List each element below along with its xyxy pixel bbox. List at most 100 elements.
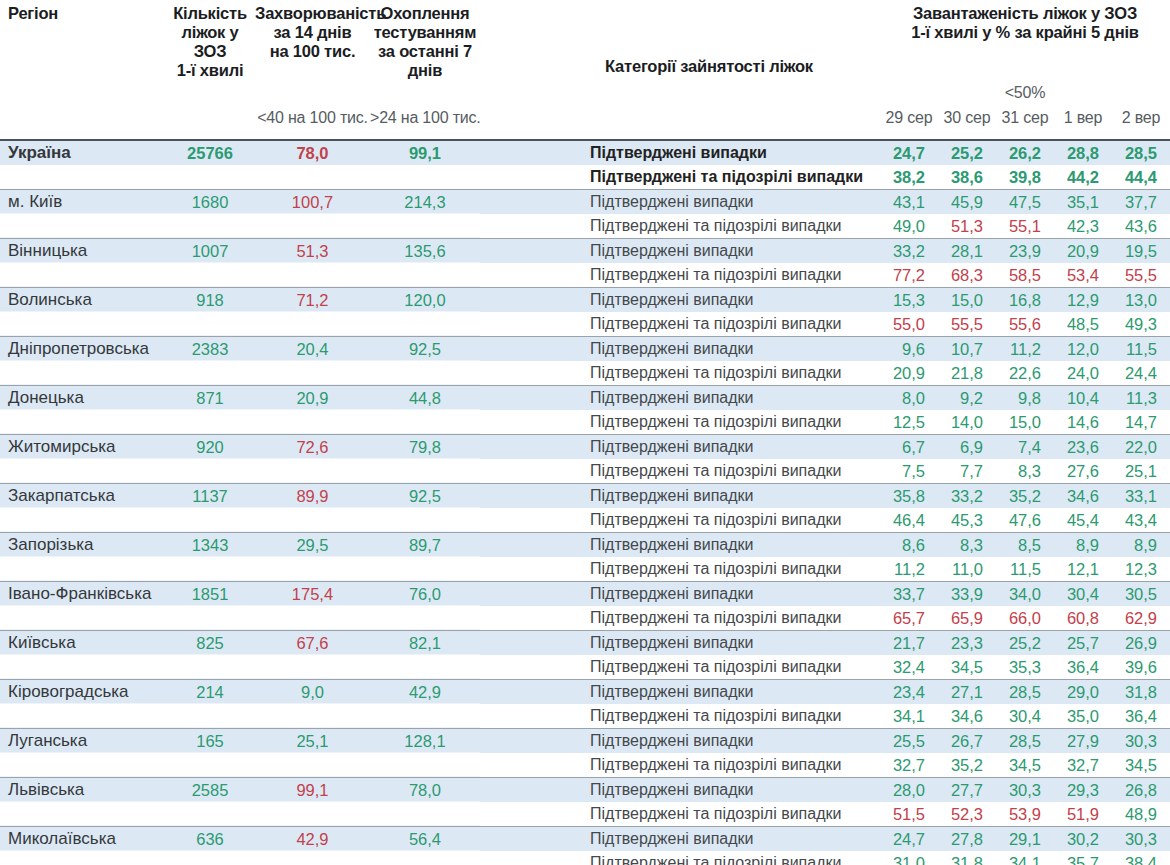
incidence-cell: 20,4 (255, 336, 370, 385)
day-value-cell: 35,2 (938, 753, 996, 778)
day-value-cell: 11,2 (996, 336, 1054, 361)
header-beds: Кількість ліжок у ЗОЗ 1-ї хвилі (165, 0, 255, 81)
day-value-cell: 45,4 (1054, 508, 1112, 533)
testing-cell: 44,8 (370, 385, 480, 434)
day-value-cell: 53,4 (1054, 263, 1112, 288)
day-value-cell: 33,2 (880, 238, 938, 263)
day-value-cell: 6,9 (938, 434, 996, 459)
day-value-cell: 36,4 (1054, 655, 1112, 680)
day-value-cell: 22,0 (1112, 434, 1170, 459)
day-value-cell: 35,2 (996, 483, 1054, 508)
testing-cell: 82,1 (370, 630, 480, 679)
category-label-suspected: Підтверджені та підозрілі випадки (480, 263, 880, 288)
day-value-cell: 28,1 (938, 238, 996, 263)
category-label-suspected: Підтверджені та підозрілі випадки (480, 851, 880, 865)
day-value-cell: 12,0 (1054, 336, 1112, 361)
header-date: 30 сер (938, 107, 996, 140)
day-value-cell: 33,9 (938, 581, 996, 606)
day-value-cell: 24,7 (880, 140, 938, 165)
day-value-cell: 11,5 (996, 557, 1054, 582)
category-label-confirmed: Підтверджені випадки (480, 385, 880, 410)
day-value-cell: 25,7 (1054, 630, 1112, 655)
day-value-cell: 9,6 (880, 336, 938, 361)
day-value-cell: 39,8 (996, 165, 1054, 190)
day-value-cell: 27,9 (1054, 728, 1112, 753)
region-row-confirmed: Івано-Франківська1851175,476,0Підтвердже… (0, 581, 1170, 606)
region-row-confirmed: Кіровоградська2149,042,9Підтверджені вип… (0, 679, 1170, 704)
day-value-cell: 30,2 (1054, 826, 1112, 851)
day-value-cell: 60,8 (1054, 606, 1112, 631)
testing-cell: 135,6 (370, 238, 480, 287)
day-value-cell: 12,9 (1054, 287, 1112, 312)
day-value-cell: 12,1 (1054, 557, 1112, 582)
day-value-cell: 7,5 (880, 459, 938, 484)
category-label-suspected: Підтверджені та підозрілі випадки (480, 753, 880, 778)
day-value-cell: 38,2 (880, 165, 938, 190)
day-value-cell: 8,3 (938, 532, 996, 557)
header-main-row: Регіон Кількість ліжок у ЗОЗ 1-ї хвилі З… (0, 0, 1170, 81)
day-value-cell: 13,0 (1112, 287, 1170, 312)
beds-cell: 1343 (165, 532, 255, 581)
day-value-cell: 11,0 (938, 557, 996, 582)
day-value-cell: 23,4 (880, 679, 938, 704)
day-value-cell: 15,0 (938, 287, 996, 312)
category-label-confirmed: Підтверджені випадки (480, 336, 880, 361)
day-value-cell: 29,3 (1054, 777, 1112, 802)
region-row-confirmed: Запорізька134329,589,7Підтверджені випад… (0, 532, 1170, 557)
header-date: 2 вер (1112, 107, 1170, 140)
day-value-cell: 43,1 (880, 189, 938, 214)
day-value-cell: 20,9 (1054, 238, 1112, 263)
incidence-cell: 78,0 (255, 140, 370, 190)
day-value-cell: 6,7 (880, 434, 938, 459)
day-value-cell: 16,8 (996, 287, 1054, 312)
day-value-cell: 34,5 (996, 753, 1054, 778)
day-value-cell: 8,3 (996, 459, 1054, 484)
testing-cell: 92,5 (370, 483, 480, 532)
testing-cell: 56,4 (370, 826, 480, 865)
beds-cell: 2383 (165, 336, 255, 385)
spacer-cell (880, 81, 938, 107)
day-value-cell: 35,3 (996, 655, 1054, 680)
day-value-cell: 21,8 (938, 361, 996, 386)
day-value-cell: 15,0 (996, 410, 1054, 435)
region-name-cell: Україна (0, 140, 165, 190)
incidence-cell: 42,9 (255, 826, 370, 865)
beds-cell: 1007 (165, 238, 255, 287)
region-name-cell: Кіровоградська (0, 679, 165, 728)
day-value-cell: 39,6 (1112, 655, 1170, 680)
header-load-threshold: <50% (996, 81, 1054, 107)
header-region: Регіон (0, 0, 165, 81)
day-value-cell: 47,5 (996, 189, 1054, 214)
day-value-cell: 43,4 (1112, 508, 1170, 533)
day-value-cell: 43,6 (1112, 214, 1170, 239)
category-label-suspected: Підтверджені та підозрілі випадки (480, 557, 880, 582)
day-value-cell: 32,4 (880, 655, 938, 680)
region-row-confirmed: Львівська258599,178,0Підтверджені випадк… (0, 777, 1170, 802)
header-load: Завантаженість ліжок у ЗОЗ 1-ї хвилі у %… (880, 0, 1170, 81)
region-row-confirmed: Донецька87120,944,8Підтверджені випадки8… (0, 385, 1170, 410)
header-incidence-threshold: <40 на 100 тис. (255, 107, 370, 140)
day-value-cell: 27,6 (1054, 459, 1112, 484)
day-value-cell: 31,8 (938, 851, 996, 865)
day-value-cell: 14,7 (1112, 410, 1170, 435)
day-value-cell: 12,3 (1112, 557, 1170, 582)
region-name-cell: Київська (0, 630, 165, 679)
spacer-cell (1112, 81, 1170, 107)
day-value-cell: 30,3 (996, 777, 1054, 802)
region-row-confirmed: Закарпатська113789,992,5Підтверджені вип… (0, 483, 1170, 508)
day-value-cell: 8,9 (1054, 532, 1112, 557)
category-label-suspected: Підтверджені та підозрілі випадки (480, 508, 880, 533)
day-value-cell: 33,1 (1112, 483, 1170, 508)
day-value-cell: 29,0 (1054, 679, 1112, 704)
table-header: Регіон Кількість ліжок у ЗОЗ 1-ї хвилі З… (0, 0, 1170, 140)
spacer-cell (1054, 81, 1112, 107)
day-value-cell: 34,6 (1054, 483, 1112, 508)
testing-cell: 42,9 (370, 679, 480, 728)
day-value-cell: 15,3 (880, 287, 938, 312)
table-body: Україна2576678,099,1Підтверджені випадки… (0, 140, 1170, 865)
category-label-confirmed: Підтверджені випадки (480, 287, 880, 312)
beds-cell: 165 (165, 728, 255, 777)
day-value-cell: 51,9 (1054, 802, 1112, 827)
testing-cell: 78,0 (370, 777, 480, 826)
header-incidence: Захворюваність за 14 днів на 100 тис. (255, 0, 370, 81)
